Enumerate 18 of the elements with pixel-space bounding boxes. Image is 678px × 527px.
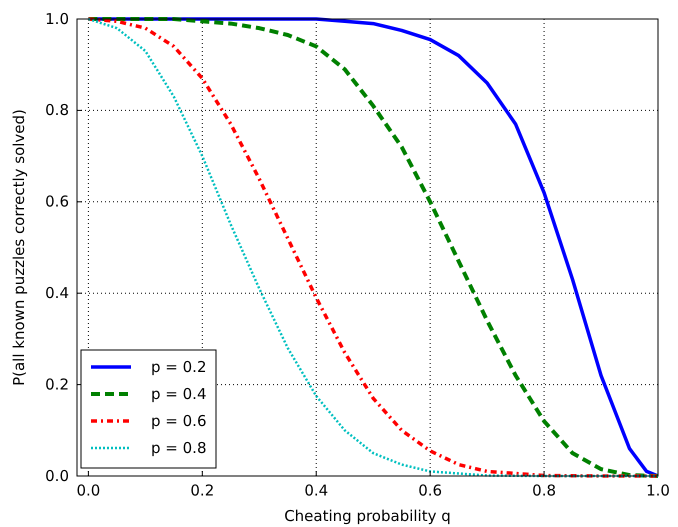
x-tick-label: 0.8 xyxy=(532,482,556,500)
legend-label: p = 0.2 xyxy=(151,358,206,376)
x-tick-label: 0.2 xyxy=(190,482,214,500)
x-tick-label: 0.6 xyxy=(418,482,442,500)
legend-label: p = 0.4 xyxy=(151,385,206,403)
y-tick-label: 0.2 xyxy=(45,375,69,394)
legend-label: p = 0.6 xyxy=(151,412,206,430)
x-tick-label: 0.0 xyxy=(76,482,100,500)
y-axis-title: P(all known puzzles correctly solved) xyxy=(10,109,28,386)
y-tick-label: 0.0 xyxy=(45,466,69,485)
y-tick-label: 0.6 xyxy=(45,192,69,211)
x-tick-label: 0.4 xyxy=(304,482,328,500)
y-tick-label: 1.0 xyxy=(45,10,69,28)
x-axis-title: Cheating probability q xyxy=(284,507,451,525)
y-tick-label: 0.8 xyxy=(45,101,69,120)
y-tick-label: 0.4 xyxy=(45,284,69,302)
x-tick-label: 1.0 xyxy=(646,482,670,500)
legend-label: p = 0.8 xyxy=(151,439,206,457)
